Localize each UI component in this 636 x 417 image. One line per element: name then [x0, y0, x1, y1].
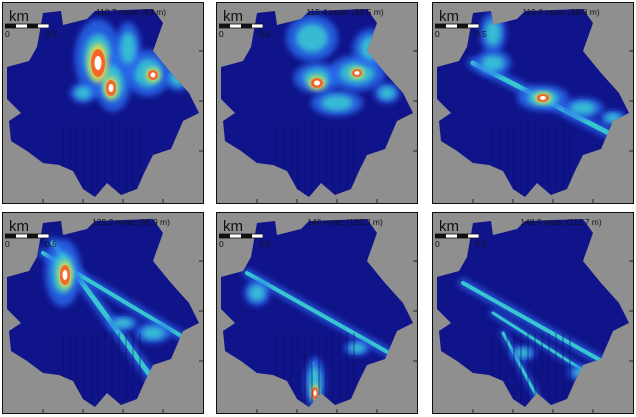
amplitude-map	[221, 9, 417, 203]
amplitude-map	[437, 219, 633, 413]
amplitude-blob-mid	[296, 23, 328, 53]
amplitude-map	[221, 219, 417, 413]
scale-bar	[219, 23, 263, 29]
amplitude-streak-core	[245, 271, 409, 365]
amplitude-map	[7, 219, 203, 413]
scale-bar	[5, 233, 49, 239]
scale-unit-label: km	[439, 8, 459, 25]
amplitude-blob	[352, 28, 392, 68]
panel-4: km 0 0.5 129.2 msec (95.9 m)	[2, 212, 204, 414]
scale-unit-label: km	[9, 8, 29, 25]
panel-title: 119.8 msec (89.8 m)	[522, 7, 600, 17]
panel-2: km 0 0.5 115.4 msec (86.5 m)	[216, 2, 418, 204]
scale-tick-end: 0.5	[45, 29, 57, 39]
amplitude-blob-mid	[141, 326, 165, 340]
scale-tick-end: 0.5	[475, 239, 487, 249]
scale-tick-start: 0	[5, 239, 10, 249]
amplitude-streak-core	[461, 281, 625, 375]
scale-tick-start: 0	[435, 239, 440, 249]
panel-1: km 0 0.5 110.7 msec (83 m)	[2, 2, 204, 204]
scale-tick-start: 0	[219, 239, 224, 249]
amplitude-blob-mid	[75, 86, 91, 100]
amplitude-blob-mid	[605, 113, 621, 123]
amplitude-max	[150, 72, 156, 78]
scale-tick-start: 0	[5, 29, 10, 39]
scale-unit-label: km	[223, 218, 243, 235]
amplitude-blob-mid	[249, 285, 265, 301]
scale-bar	[435, 23, 479, 29]
amplitude-blob-mid	[379, 86, 395, 100]
scale-bar	[435, 233, 479, 239]
amplitude-map	[437, 9, 633, 203]
survey-field	[437, 219, 629, 407]
scale-tick-end: 0.5	[259, 239, 271, 249]
panel-title: 115.4 msec (86.5 m)	[306, 7, 384, 17]
amplitude-overlay	[38, 237, 198, 407]
amplitude-blob-mid	[120, 32, 136, 64]
amplitude-blob	[567, 365, 599, 381]
amplitude-max	[108, 84, 114, 92]
amplitude-blob-mid	[485, 20, 501, 46]
scale-bar	[219, 233, 263, 239]
scale-tick-start: 0	[435, 29, 440, 39]
panel-3: km 0 0.5 119.8 msec (89.8 m)	[432, 2, 634, 204]
scale-tick-end: 0.5	[45, 239, 57, 249]
amplitude-blob-mid	[321, 95, 353, 111]
panel-5: km 0 0.5 146 msec (109.3 m)	[216, 212, 418, 414]
amplitude-max	[354, 71, 360, 75]
panel-title: 148.9 msec (111.7 m)	[520, 217, 602, 227]
amplitude-blob-mid	[349, 343, 365, 353]
scale-tick-end: 0.5	[259, 29, 271, 39]
scale-unit-label: km	[223, 8, 243, 25]
amplitude-blob	[165, 65, 191, 91]
scale-unit-label: km	[9, 218, 29, 235]
amplitude-blob-mid	[570, 101, 596, 115]
panel-6: km 0 0.5 148.9 msec (111.7 m)	[432, 212, 634, 414]
amplitude-max	[540, 96, 546, 100]
amplitude-blob-mid	[515, 348, 531, 358]
amplitude-max	[94, 56, 102, 70]
amplitude-blob-mid	[481, 55, 505, 71]
panel-title: 110.7 msec (83 m)	[95, 7, 167, 17]
amplitude-blob-mid	[573, 368, 593, 378]
scale-bar	[5, 23, 49, 29]
amplitude-blob-mid	[113, 318, 133, 328]
amplitude-blob-mid	[170, 70, 186, 86]
amplitude-max	[314, 80, 320, 86]
scale-tick-start: 0	[219, 29, 224, 39]
amplitude-map	[7, 9, 203, 203]
scale-tick-end: 0.5	[475, 29, 487, 39]
amplitude-blob-mid	[360, 36, 384, 60]
panel-title: 129.2 msec (95.9 m)	[92, 217, 170, 227]
amplitude-max	[313, 390, 317, 396]
amplitude-max	[62, 270, 68, 280]
scale-unit-label: km	[439, 218, 459, 235]
panel-title: 146 msec (109.3 m)	[307, 217, 383, 227]
